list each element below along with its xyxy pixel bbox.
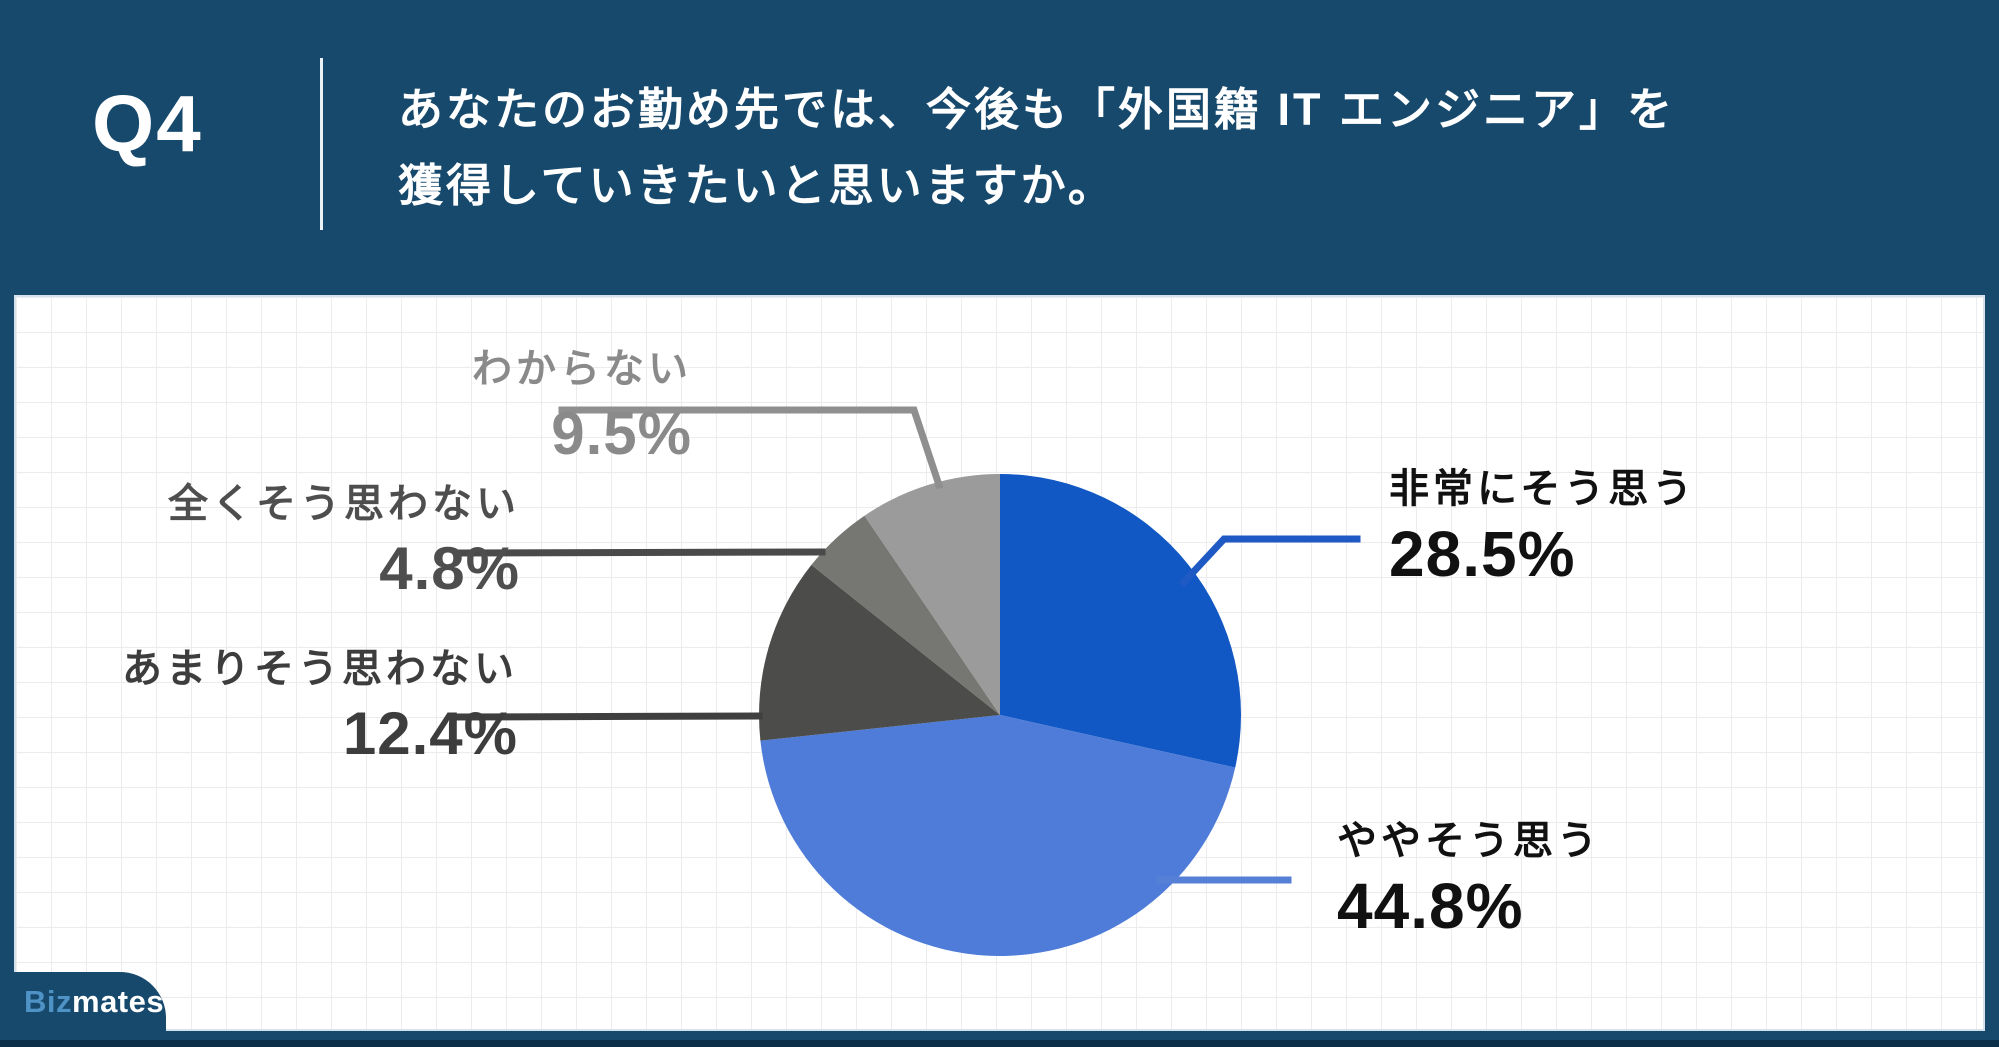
pie-slice-1 [760,715,1236,956]
slice-label: あまりそう思わない [122,647,518,691]
slice-value: 44.8% [1337,870,1524,942]
question-line1: あなたのお勤め先では、今後も「外国籍 IT エンジニア」を [398,84,1675,135]
pie-slice-0 [1000,474,1242,768]
slice-label: わからない [472,347,692,391]
question-number: Q4 [92,79,203,168]
leader-line-2 [450,712,763,721]
label-wakaranai: わからない 9.5% [472,343,692,469]
leader-line-0 [1179,535,1361,587]
slice-value: 12.4% [342,700,518,767]
label-amari-sou-omowanai: あまりそう思わない 12.4% [122,643,518,769]
bottom-edge-strip [0,1040,1999,1047]
question-line2: 獲得していきたいと思いますか。 [398,160,1116,211]
pie-slice-3 [811,515,1000,715]
slice-value: 4.8% [379,535,520,602]
logo-biz-part: Biz [24,984,72,1019]
logo-mates-part: mates [72,984,165,1019]
slice-label: 非常にそう思う [1389,467,1697,511]
slice-value: 28.5% [1389,518,1576,590]
bizmates-logo: Bizmates [24,984,164,1020]
leader-line-4 [558,406,944,490]
label-mattaku-sou-omowanai: 全くそう思わない 4.8% [168,478,520,604]
slice-value: 9.5% [551,400,692,467]
pie-chart [450,406,1361,956]
slice-label: 全くそう思わない [168,482,520,526]
label-hijou-ni-sou-omou: 非常にそう思う 28.5% [1389,463,1696,589]
chart-panel: 非常にそう思う 28.5% ややそう思う 44.8% あまりそう思わない 12.… [14,295,1985,1031]
label-yaya-sou-omou: ややそう思う 44.8% [1337,815,1601,941]
leader-line-3 [453,548,826,557]
pie-slice-2 [759,564,1000,741]
question-text: あなたのお勤め先では、今後も「外国籍 IT エンジニア」を 獲得していきたいと思… [398,72,1675,224]
slice-label: ややそう思う [1337,819,1601,863]
pie-slice-4 [864,474,1000,715]
header-divider [320,58,323,230]
bizmates-logo-tab: Bizmates [14,972,166,1047]
